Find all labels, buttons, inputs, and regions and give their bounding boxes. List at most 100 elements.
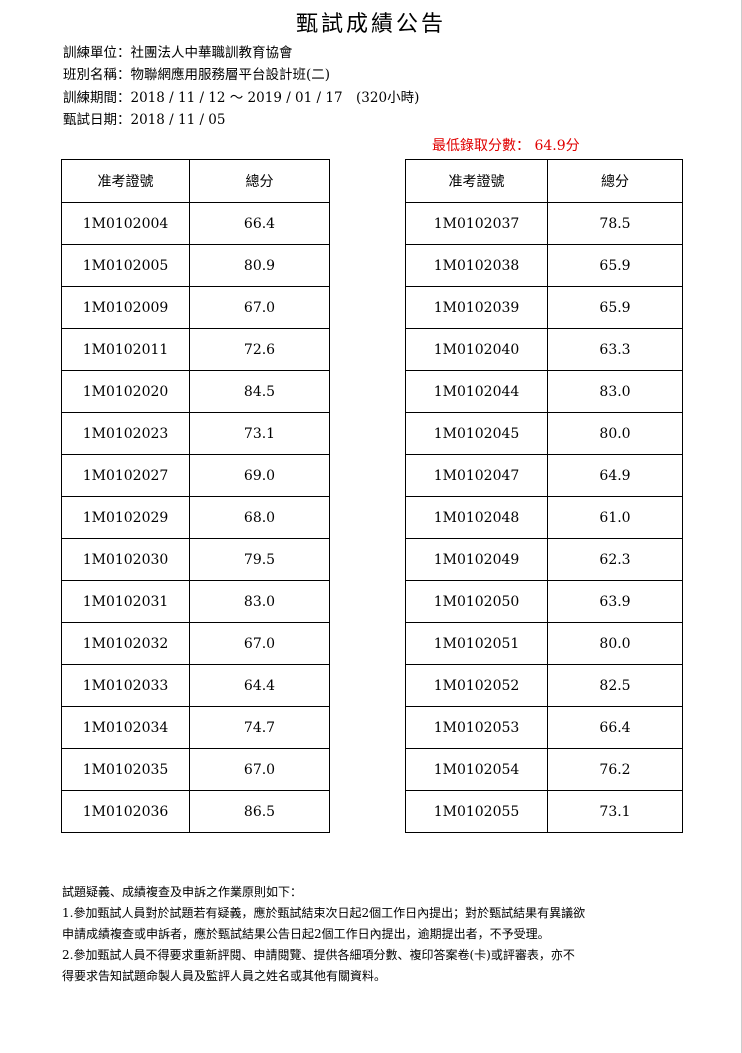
score-table: 准考證號 總分 1M0102004 66.4 1M0102005 80.9 1M010200… [61, 159, 330, 833]
exam-id: 1M0102020 [61, 370, 190, 413]
info-line: 班別名稱：物聯網應用服務層平台設計班(二) [63, 67, 331, 83]
exam-id: 1M0102052 [405, 664, 548, 707]
row: 1M0102037 78.5 [405, 202, 683, 245]
row: 1M0102055 73.1 [405, 790, 683, 833]
row: 1M0102048 61.0 [405, 496, 683, 539]
score: 69.0 [189, 454, 330, 497]
exam-id: 1M0102031 [61, 580, 190, 623]
row: 1M0102038 65.9 [405, 244, 683, 287]
score: 67.0 [189, 286, 330, 329]
exam-id: 1M0102049 [405, 538, 548, 581]
exam-id: 1M0102044 [405, 370, 548, 413]
row: 1M0102049 62.3 [405, 538, 683, 581]
row: 1M0102027 69.0 [61, 454, 330, 497]
row: 1M0102004 66.4 [61, 202, 330, 245]
score: 80.0 [547, 412, 683, 455]
row: 1M0102033 64.4 [61, 664, 330, 707]
exam-id: 1M0102032 [61, 622, 190, 665]
score: 63.3 [547, 328, 683, 371]
row: 1M0102052 82.5 [405, 664, 683, 707]
exam-id: 1M0102027 [61, 454, 190, 497]
score: 76.2 [547, 748, 683, 791]
row: 1M0102051 80.0 [405, 622, 683, 665]
exam-id: 1M0102034 [61, 706, 190, 749]
exam-id: 1M0102045 [405, 412, 548, 455]
score: 82.5 [547, 664, 683, 707]
exam-id: 1M0102029 [61, 496, 190, 539]
row: 1M0102034 74.7 [61, 706, 330, 749]
row: 1M0102030 79.5 [61, 538, 330, 581]
score: 68.0 [189, 496, 330, 539]
exam-id: 1M0102035 [61, 748, 190, 791]
score: 84.5 [189, 370, 330, 413]
exam-id: 1M0102051 [405, 622, 548, 665]
header-row: 准考證號 總分 [61, 159, 330, 203]
exam-id: 1M0102036 [61, 790, 190, 833]
score: 79.5 [189, 538, 330, 581]
row: 1M0102035 67.0 [61, 748, 330, 791]
title: 甄試成績公告 [295, 12, 446, 37]
notes: 試題疑義、成績複查及申訴之作業原則如下： 1.參加甄試人員對於試題若有疑義，應於甄… [62, 882, 585, 987]
exam-id: 1M0102011 [61, 328, 190, 371]
row: 1M0102040 63.3 [405, 328, 683, 371]
info-line: 訓練單位：社團法人中華職訓教育協會 [63, 45, 293, 61]
exam-id: 1M0102004 [61, 202, 190, 245]
note-line: 1.參加甄試人員對於試題若有疑義，應於甄試結束次日起2個工作日內提出；對於甄試結… [62, 906, 586, 920]
score: 64.9 [547, 454, 683, 497]
score: 74.7 [189, 706, 330, 749]
score: 66.4 [189, 202, 330, 245]
row: 1M0102050 63.9 [405, 580, 683, 623]
row: 1M0102005 80.9 [61, 244, 330, 287]
score: 64.4 [189, 664, 330, 707]
row: 1M0102023 73.1 [61, 412, 330, 455]
note-line: 試題疑義、成績複查及申訴之作業原則如下： [62, 885, 303, 899]
note-line: 2.參加甄試人員不得要求重新評閱、申請閱覽、提供各細項分數、複印答案卷(卡)或評… [62, 948, 575, 962]
row: 1M0102045 80.0 [405, 412, 683, 455]
exam-id: 1M0102040 [405, 328, 548, 371]
score: 67.0 [189, 748, 330, 791]
min-score: 最低錄取分數： 64.9分 [432, 138, 580, 154]
exam-id: 1M0102047 [405, 454, 548, 497]
row: 1M0102053 66.4 [405, 706, 683, 749]
score: 73.1 [189, 412, 330, 455]
column-header: 總分 [189, 159, 330, 203]
exam-id: 1M0102009 [61, 286, 190, 329]
score: 80.0 [547, 622, 683, 665]
exam-id: 1M0102038 [405, 244, 548, 287]
score: 83.0 [547, 370, 683, 413]
exam-id: 1M0102053 [405, 706, 548, 749]
score: 61.0 [547, 496, 683, 539]
row: 1M0102032 67.0 [61, 622, 330, 665]
exam-id: 1M0102037 [405, 202, 548, 245]
row: 1M0102054 76.2 [405, 748, 683, 791]
row: 1M0102047 64.9 [405, 454, 683, 497]
score: 73.1 [547, 790, 683, 833]
score: 62.3 [547, 538, 683, 581]
exam-id: 1M0102023 [61, 412, 190, 455]
header-row: 准考證號 總分 [405, 159, 683, 203]
exam-id: 1M0102033 [61, 664, 190, 707]
exam-id: 1M0102054 [405, 748, 548, 791]
score-table: 准考證號 總分 1M0102037 78.5 1M0102038 65.9 1M010203… [405, 159, 683, 833]
note-line: 得要求告知試題命製人員及監評人員之姓名或其他有關資料。 [62, 969, 387, 983]
exam-id: 1M0102050 [405, 580, 548, 623]
row: 1M0102039 65.9 [405, 286, 683, 329]
score: 65.9 [547, 244, 683, 287]
score: 63.9 [547, 580, 683, 623]
exam-id: 1M0102005 [61, 244, 190, 287]
exam-id: 1M0102048 [405, 496, 548, 539]
row: 1M0102009 67.0 [61, 286, 330, 329]
info-line: 訓練期間：2018 / 11 / 12 ～ 2019 / 01 / 17 (32… [63, 90, 420, 106]
exam-id: 1M0102039 [405, 286, 548, 329]
exam-id: 1M0102055 [405, 790, 548, 833]
score: 67.0 [189, 622, 330, 665]
row: 1M0102036 86.5 [61, 790, 330, 833]
row: 1M0102020 84.5 [61, 370, 330, 413]
score: 86.5 [189, 790, 330, 833]
column-header: 總分 [547, 159, 683, 203]
score: 83.0 [189, 580, 330, 623]
exam-id: 1M0102030 [61, 538, 190, 581]
score: 72.6 [189, 328, 330, 371]
row: 1M0102044 83.0 [405, 370, 683, 413]
